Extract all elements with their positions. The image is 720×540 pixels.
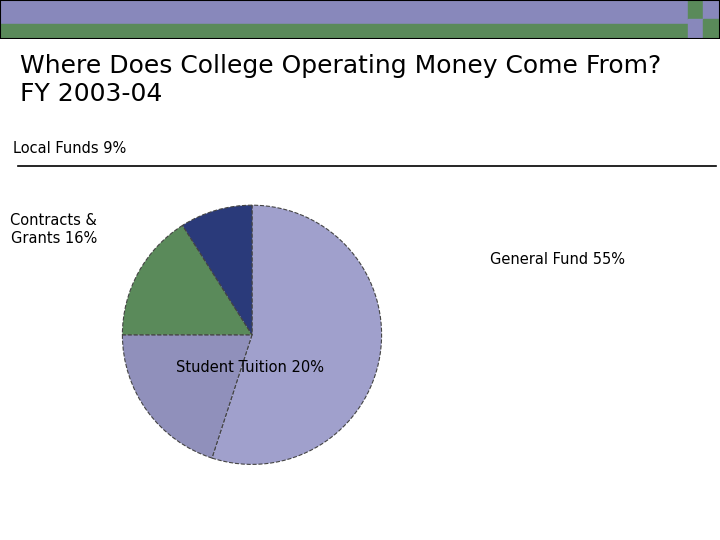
Text: Local Funds 9%: Local Funds 9% [13,141,126,156]
Bar [703,0,720,19]
Bar [0,24,688,39]
Bar [688,0,703,19]
Bar [703,19,720,39]
Text: Where Does College Operating Money Come From?
FY 2003-04: Where Does College Operating Money Come … [20,54,662,106]
Bar [0,0,688,24]
Text: Contracts &
Grants 16%: Contracts & Grants 16% [10,213,97,246]
Text: General Fund 55%: General Fund 55% [490,252,625,267]
Wedge shape [183,205,252,335]
Wedge shape [212,205,382,464]
Wedge shape [122,335,252,458]
Wedge shape [122,225,252,335]
Text: Student Tuition 20%: Student Tuition 20% [176,360,325,375]
Bar [688,19,703,39]
